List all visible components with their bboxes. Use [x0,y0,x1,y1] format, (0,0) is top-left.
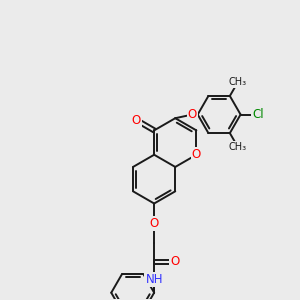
Text: O: O [188,108,197,121]
Text: O: O [132,113,141,127]
Text: CH₃: CH₃ [229,142,247,152]
Text: Cl: Cl [252,108,264,121]
Text: O: O [170,255,179,268]
Text: O: O [192,148,201,161]
Text: O: O [149,217,159,230]
Text: NH: NH [146,273,163,286]
Text: CH₃: CH₃ [229,77,247,87]
